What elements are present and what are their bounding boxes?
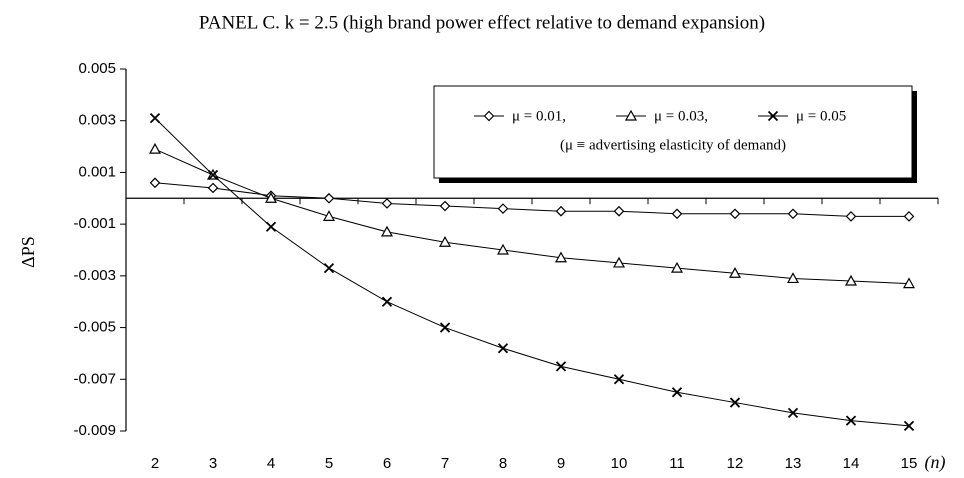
x-axis-label: (n): [925, 452, 946, 473]
data-point: [670, 261, 684, 273]
data-point: [438, 236, 452, 247]
data-point: [381, 198, 393, 209]
y-axis-label: ΔPS: [18, 236, 38, 268]
data-point: [264, 192, 278, 203]
data-point: [671, 387, 683, 398]
data-point: [497, 203, 509, 214]
data-point: [323, 192, 335, 204]
x-tick-label: 4: [267, 455, 275, 472]
data-point: [149, 177, 161, 189]
data-point: [903, 420, 915, 431]
x-tick-label: 11: [669, 455, 685, 472]
data-point: [207, 182, 219, 194]
legend-label: μ = 0.01,: [512, 108, 566, 124]
data-point: [845, 211, 857, 222]
marker: [483, 110, 495, 122]
data-point: [902, 277, 916, 289]
x-tick-label: 12: [727, 455, 744, 472]
data-point: [787, 208, 799, 220]
y-tick-label: -0.003: [73, 267, 116, 284]
y-tick-label: 0.003: [78, 112, 116, 129]
data-point: [381, 296, 393, 307]
x-tick-label: 13: [785, 455, 802, 472]
data-point: [613, 205, 625, 217]
data-point: [554, 251, 568, 263]
data-point: [555, 361, 567, 372]
x-tick-label: 10: [611, 455, 628, 472]
data-point: [555, 205, 567, 217]
marker: [624, 109, 638, 121]
data-point: [671, 208, 683, 220]
chart-title: PANEL C. k = 2.5 (high brand power effec…: [199, 12, 765, 33]
data-point: [323, 262, 335, 274]
data-point: [612, 256, 626, 268]
x-tick-label: 5: [325, 455, 333, 472]
x-tick-label: 7: [441, 455, 449, 472]
data-point: [148, 142, 162, 154]
data-point: [439, 322, 451, 333]
series-line: [154, 182, 909, 217]
data-point: [439, 200, 451, 212]
data-point: [322, 210, 336, 221]
data-point: [729, 397, 741, 408]
marker: [767, 110, 779, 122]
series-line: [154, 148, 910, 285]
data-point: [845, 415, 857, 426]
data-point: [207, 169, 219, 181]
series-line: [154, 117, 910, 427]
data-point: [786, 272, 800, 284]
x-tick-label: 2: [151, 455, 159, 472]
data-point: [496, 243, 510, 255]
x-tick-label: 8: [499, 455, 507, 472]
data-point: [497, 343, 509, 354]
x-tick-label: 6: [383, 455, 391, 472]
y-tick-label: 0.005: [78, 60, 116, 77]
legend-note: (μ ≡ advertising elasticity of demand): [560, 137, 786, 153]
legend: [433, 85, 913, 179]
data-point: [265, 221, 277, 232]
data-point: [903, 211, 915, 222]
y-tick-label: -0.005: [73, 319, 116, 336]
data-point: [613, 374, 625, 385]
data-point: [149, 112, 161, 124]
x-tick-label: 14: [843, 455, 860, 472]
x-tick-label: 3: [209, 455, 217, 472]
y-tick-label: 0.001: [78, 163, 116, 180]
x-tick-label: 9: [557, 455, 565, 472]
legend-label: μ = 0.05: [796, 108, 846, 124]
y-tick-label: -0.001: [73, 215, 116, 232]
y-tick-label: -0.007: [73, 370, 116, 387]
data-point: [729, 208, 741, 220]
data-point: [728, 267, 742, 278]
data-point: [380, 225, 394, 237]
data-point: [787, 407, 799, 419]
data-point: [844, 274, 858, 286]
legend-label: μ = 0.03,: [654, 108, 708, 124]
x-tick-label: 15: [901, 455, 918, 472]
y-tick-label: -0.009: [73, 422, 116, 439]
